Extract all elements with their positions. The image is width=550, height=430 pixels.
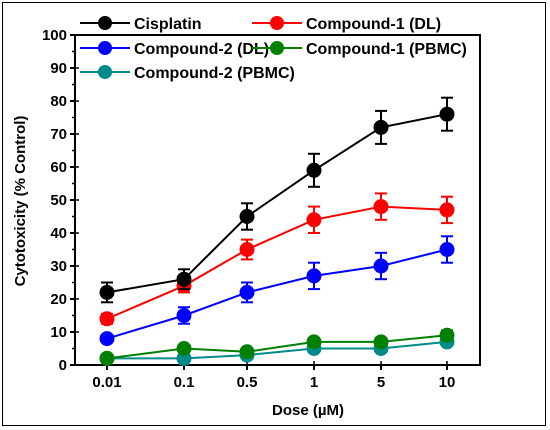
data-point bbox=[439, 242, 455, 257]
legend-item: Compound-2 (DL) bbox=[80, 41, 269, 58]
data-point bbox=[306, 212, 322, 228]
data-point bbox=[373, 119, 389, 135]
data-point bbox=[306, 162, 322, 178]
legend-marker bbox=[270, 16, 284, 30]
legend-marker bbox=[270, 41, 284, 55]
legend-marker bbox=[98, 16, 112, 30]
data-point bbox=[176, 341, 192, 356]
x-tick-label: 0.01 bbox=[92, 374, 121, 391]
series-compound-1-dl bbox=[99, 192, 455, 327]
y-tick-label: 40 bbox=[50, 225, 67, 242]
series-cisplatin bbox=[99, 96, 455, 304]
legend-label: Compound-2 (PBMC) bbox=[134, 65, 295, 82]
data-point bbox=[99, 350, 115, 366]
series-line bbox=[107, 340, 448, 360]
legend-item: Compound-1 (DL) bbox=[252, 16, 441, 33]
series-compound-1-pbmc bbox=[99, 327, 455, 366]
line-chart: Cisplatin Compound-1 (DL) Compound-2 (DL) C… bbox=[12, 16, 481, 419]
data-point bbox=[99, 311, 115, 327]
y-tick-label: 100 bbox=[42, 27, 67, 44]
legend-marker bbox=[98, 41, 112, 55]
legend-item: Cisplatin bbox=[80, 16, 202, 33]
legend-marker bbox=[98, 65, 112, 79]
legend-item: Compound-1 (PBMC) bbox=[252, 41, 467, 58]
y-tick-label: 10 bbox=[50, 324, 67, 341]
legend-label: Cisplatin bbox=[134, 16, 202, 33]
figure-frame: Cisplatin Compound-1 (DL) Compound-2 (DL) C… bbox=[2, 2, 546, 426]
series-line bbox=[106, 334, 448, 360]
x-tick-label: 10 bbox=[439, 374, 456, 391]
data-point bbox=[239, 242, 255, 257]
series-layer bbox=[99, 96, 455, 366]
x-tick-label: 0.5 bbox=[237, 374, 258, 391]
y-axis-label: Cytotoxicity (% Control) bbox=[12, 116, 29, 287]
data-point bbox=[373, 258, 389, 274]
y-tick-label: 50 bbox=[50, 192, 67, 209]
legend-item: Compound-2 (PBMC) bbox=[80, 65, 295, 82]
data-point bbox=[306, 268, 322, 284]
data-point bbox=[176, 271, 192, 287]
data-point bbox=[99, 284, 115, 300]
legend-label: Compound-1 (DL) bbox=[306, 16, 441, 33]
x-tick-label: 0.1 bbox=[174, 374, 195, 391]
x-tick-label: 1 bbox=[310, 374, 318, 391]
data-point bbox=[373, 334, 389, 350]
data-point bbox=[439, 202, 455, 218]
y-tick-label: 90 bbox=[50, 60, 67, 77]
legend: Cisplatin Compound-1 (DL) Compound-2 (DL) C… bbox=[80, 16, 467, 82]
y-tick-label: 30 bbox=[50, 258, 67, 275]
data-point bbox=[373, 199, 389, 215]
y-tick-label: 60 bbox=[50, 159, 67, 176]
series-line bbox=[106, 205, 448, 320]
series-line bbox=[106, 113, 448, 294]
data-point bbox=[306, 334, 322, 350]
data-point bbox=[239, 209, 255, 224]
legend-label: Compound-2 (DL) bbox=[134, 41, 269, 58]
x-tick-label: 5 bbox=[377, 374, 385, 391]
plot-frame bbox=[74, 34, 481, 366]
data-point bbox=[239, 344, 255, 360]
y-tick-label: 70 bbox=[50, 126, 67, 143]
data-point bbox=[99, 331, 115, 347]
y-tick-label: 0 bbox=[59, 357, 67, 374]
legend-label: Compound-1 (PBMC) bbox=[306, 41, 467, 58]
data-point bbox=[176, 308, 192, 323]
series-compound-2-dl bbox=[99, 235, 455, 347]
data-point bbox=[439, 327, 455, 343]
data-point bbox=[239, 284, 255, 300]
y-tick-label: 20 bbox=[50, 291, 67, 308]
y-tick-label: 80 bbox=[50, 93, 67, 110]
axes: 0 10 20 30 40 50 60 70 80 90 100 0.01 0.1 0.5 1 5 10 bbox=[42, 27, 481, 391]
series-line bbox=[106, 248, 448, 340]
x-axis-label: Dose (µM) bbox=[272, 402, 344, 419]
data-point bbox=[439, 106, 455, 122]
